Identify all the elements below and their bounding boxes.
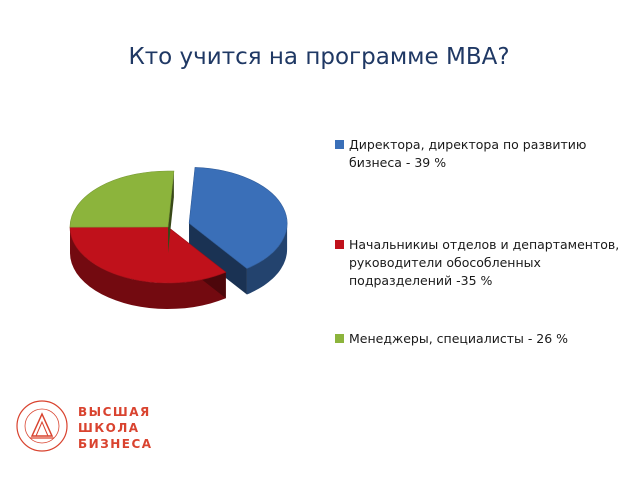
pie-slice-side-heads — [70, 227, 226, 309]
pie-slice-cut-directors-1 — [189, 223, 247, 295]
pie-slice-cut-managers — [168, 171, 174, 253]
pie-slice-top-directors — [188, 167, 288, 269]
logo-line-3: БИЗНЕСА — [78, 437, 153, 451]
logo-line-2: ШКОЛА — [78, 421, 140, 435]
school-logo: ВЫСШАЯ ШКОЛА БИЗНЕСА — [14, 398, 174, 454]
university-emblem-icon — [16, 400, 68, 452]
logo-line-1: ВЫСШАЯ — [78, 405, 151, 419]
pie-slice-side-directors — [246, 223, 288, 295]
legend-swatch-directors — [335, 140, 344, 149]
legend-label-managers: Менеджеры, специалисты - 26 % — [349, 331, 569, 346]
legend-swatch-managers — [335, 334, 344, 343]
legend-label-directors: Директора, директора по развитию бизнеса… — [349, 137, 587, 170]
pie-slice-top-managers — [69, 170, 175, 228]
legend-label-heads: Начальникиы отделов и департаментов, рук… — [349, 237, 620, 288]
pie-slice-top-heads — [69, 226, 227, 284]
pie-slice-managers — [69, 170, 175, 253]
pie-slice-heads — [69, 226, 227, 309]
slide-title: Кто учится на программе MBA? — [128, 44, 510, 70]
legend-swatch-heads — [335, 240, 344, 249]
pie-chart — [69, 167, 288, 309]
pie-slice-directors — [188, 167, 288, 295]
